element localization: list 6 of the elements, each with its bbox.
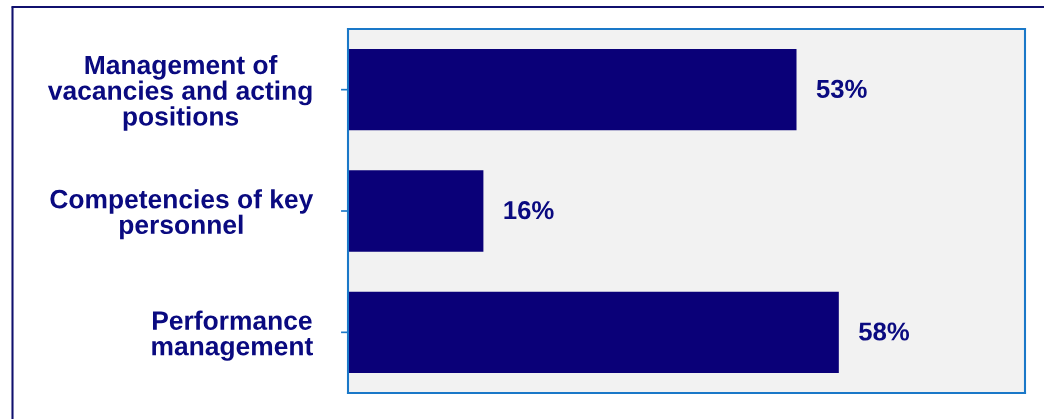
data-label: 58% bbox=[859, 322, 910, 341]
data-label: 16% bbox=[504, 201, 554, 220]
y-tick-label: Competencies of key personnel bbox=[50, 189, 314, 240]
y-tick-label: Performance management bbox=[152, 310, 313, 361]
y-tick-label: Management of vacancies and acting positions bbox=[47, 54, 312, 131]
data-label: 53% bbox=[816, 79, 867, 98]
